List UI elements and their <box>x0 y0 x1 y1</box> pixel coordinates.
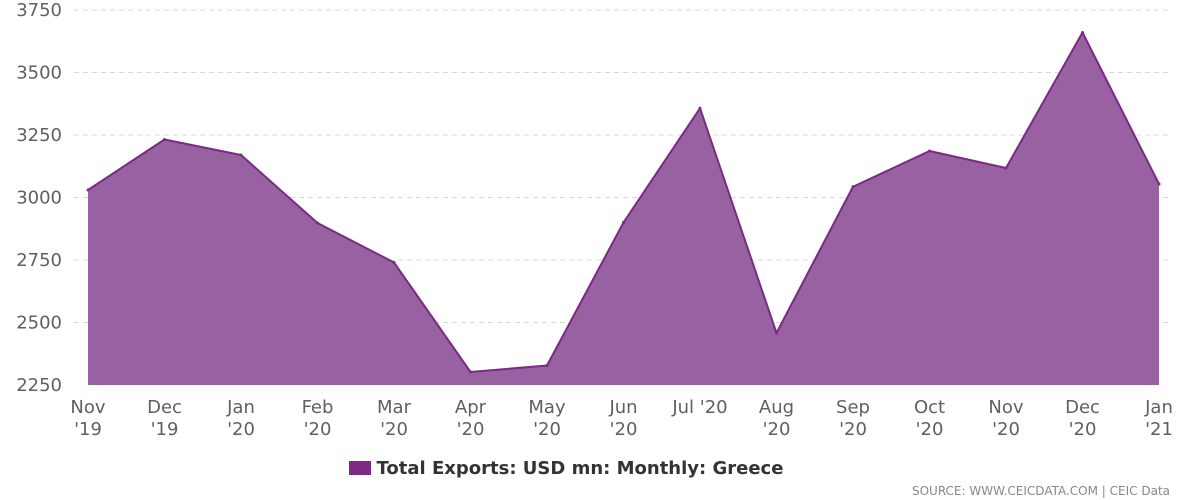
x-tick-label: Feb <box>302 397 334 418</box>
data-point[interactable] <box>1004 166 1008 170</box>
x-tick-label: Nov <box>70 397 105 418</box>
x-tick-label-year: '20 <box>610 419 638 440</box>
x-tick-label-year: '20 <box>304 419 332 440</box>
y-tick-label: 2250 <box>16 375 62 396</box>
y-tick-label: 3500 <box>16 63 62 84</box>
x-tick-label: Jan <box>1144 397 1173 418</box>
x-tick-label-year: '20 <box>839 419 867 440</box>
data-point[interactable] <box>1157 182 1161 186</box>
x-tick-label-year: '21 <box>1145 419 1173 440</box>
legend[interactable]: Total Exports: USD mn: Monthly: Greece <box>0 458 1132 479</box>
data-point[interactable] <box>392 261 396 264</box>
x-tick-label: Aug <box>759 397 794 418</box>
data-point[interactable] <box>851 185 855 189</box>
x-tick-label: Apr <box>455 397 487 418</box>
x-tick-label: Dec <box>147 397 182 418</box>
x-tick-label-year: '20 <box>992 419 1020 440</box>
x-tick-label: Jun <box>608 397 637 418</box>
series-area <box>86 31 1161 385</box>
x-tick-label-year: '20 <box>763 419 791 440</box>
data-point[interactable] <box>1081 31 1084 34</box>
data-point[interactable] <box>622 221 625 224</box>
x-tick-label-year: '20 <box>916 419 944 440</box>
x-tick-label-year: '19 <box>151 419 179 440</box>
y-tick-label: 2500 <box>16 313 62 334</box>
y-tick-label: 3750 <box>16 0 62 21</box>
x-tick-label-year: '20 <box>457 419 485 440</box>
x-tick-label-year: '20 <box>380 419 408 440</box>
x-tick-label-year: '19 <box>74 419 102 440</box>
data-point[interactable] <box>86 188 90 192</box>
x-tick-label: Jul '20 <box>671 397 727 418</box>
data-point[interactable] <box>545 364 549 367</box>
y-axis-tick-labels: 2250 2500 2750 3000 3250 3500 3750 <box>16 0 62 396</box>
x-tick-label: Oct <box>914 397 945 418</box>
x-axis-tick-labels: Nov'19Dec'19Jan'20Feb'20Mar'20Apr'20May'… <box>70 397 1173 440</box>
source-note: SOURCE: WWW.CEICDATA.COM | CEIC Data <box>911 484 1170 498</box>
x-tick-label: Dec <box>1065 397 1100 418</box>
series-area-fill <box>88 32 1159 385</box>
data-point[interactable] <box>316 221 319 225</box>
x-tick-label-year: '20 <box>227 419 255 440</box>
x-tick-label: Sep <box>836 397 870 418</box>
y-tick-label: 3250 <box>16 125 62 146</box>
x-tick-label: Nov <box>988 397 1023 418</box>
x-tick-label: Jan <box>226 397 255 418</box>
y-tick-label: 3000 <box>16 188 62 209</box>
legend-label: Total Exports: USD mn: Monthly: Greece <box>376 458 784 479</box>
data-point[interactable] <box>775 331 778 335</box>
x-tick-label: May <box>528 397 566 418</box>
y-tick-label: 2750 <box>16 250 62 271</box>
data-point[interactable] <box>469 370 472 374</box>
x-tick-label-year: '20 <box>533 419 561 440</box>
data-point[interactable] <box>163 138 166 141</box>
data-point[interactable] <box>698 106 702 110</box>
x-tick-label: Mar <box>377 397 412 418</box>
data-point[interactable] <box>928 149 931 153</box>
x-tick-label-year: '20 <box>1069 419 1097 440</box>
data-point[interactable] <box>239 153 243 157</box>
legend-swatch <box>348 461 371 475</box>
